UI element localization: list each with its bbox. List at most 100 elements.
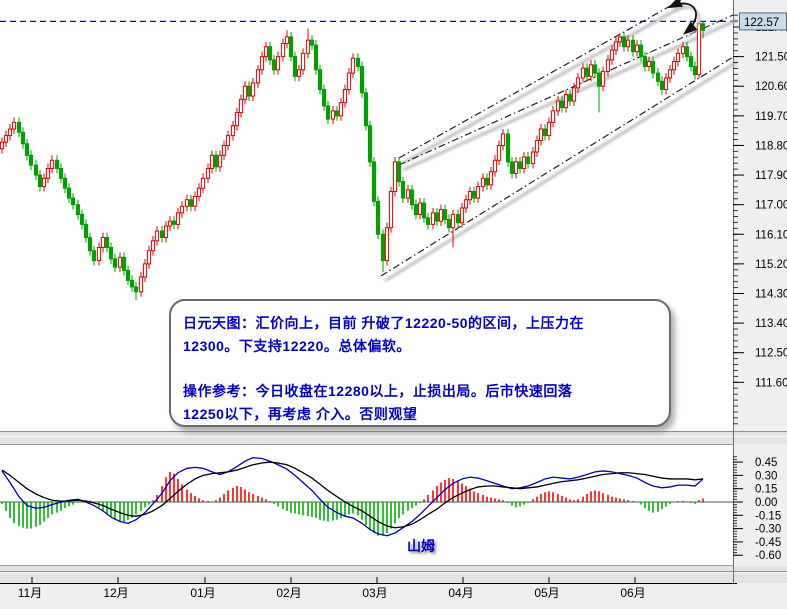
candle-body	[617, 36, 623, 43]
candle-body	[37, 174, 43, 188]
candle-body	[313, 44, 319, 71]
candle-body	[700, 23, 706, 31]
candle-body	[129, 279, 135, 288]
candle-body	[363, 92, 369, 127]
candle-body	[7, 128, 13, 137]
price-tick-label: 113.40	[755, 318, 787, 330]
note-line-1: 日元天图：汇价向上，目前 升破了12220-50的区间，上压力在	[183, 315, 585, 331]
candle-body	[184, 199, 190, 207]
candle-body	[242, 85, 248, 100]
axis-layer: 122.40121.50120.60119.70118.80117.90117.…	[0, 12, 787, 600]
candle-body	[663, 77, 669, 91]
price-tick-label: 119.70	[755, 111, 787, 123]
candle-body	[196, 187, 202, 197]
candle-body	[692, 65, 698, 76]
note-gap	[183, 358, 657, 380]
candle-body	[49, 159, 55, 169]
macd-indicator-panel[interactable]	[0, 456, 733, 537]
candle-body	[325, 105, 331, 120]
candle-body	[342, 89, 348, 104]
candle-body	[33, 164, 39, 176]
candle-body	[613, 41, 619, 51]
candle-body	[11, 121, 17, 130]
candle-body	[259, 56, 265, 71]
month-label: 12月	[103, 586, 128, 600]
candle-body	[205, 167, 211, 179]
macd-tick-label: -0.15	[755, 510, 781, 522]
candle-body	[142, 263, 148, 278]
macd-dif-line	[1, 456, 704, 537]
candle-body	[500, 133, 506, 146]
candle-body	[209, 154, 215, 169]
note-line-4: 12250以下，再考虑 介入。否则观望	[183, 406, 418, 422]
candle-body	[559, 100, 565, 109]
candle-body	[488, 171, 494, 186]
month-label: 02月	[276, 586, 301, 600]
month-label: 01月	[190, 586, 215, 600]
candle-body	[380, 233, 386, 262]
candle-body	[355, 57, 361, 67]
candle-body	[246, 85, 252, 97]
macd-dea-line	[1, 461, 704, 529]
candle-body	[542, 128, 548, 137]
candle-body	[596, 72, 602, 87]
candle-body	[58, 167, 64, 179]
candle-body	[671, 61, 677, 71]
candle-body	[584, 67, 590, 77]
price-tick-label: 111.60	[755, 377, 787, 389]
month-label: 11月	[18, 586, 42, 600]
candle-body	[154, 230, 160, 242]
candle-body	[221, 144, 227, 156]
candle-body	[575, 77, 581, 89]
candle-body	[459, 207, 465, 224]
candle-body	[16, 121, 22, 133]
note-line-2: 12300。下支持12220。总体偏软。	[183, 338, 411, 354]
candle-body	[121, 256, 127, 271]
candle-body	[538, 128, 544, 142]
candle-body	[62, 177, 68, 189]
candle-body	[496, 144, 502, 161]
candle-body	[659, 80, 665, 91]
candle-body	[396, 161, 402, 183]
candle-body	[600, 70, 606, 87]
price-tick-label: 120.60	[755, 81, 787, 93]
candle-body	[66, 187, 72, 199]
candle-body	[417, 202, 423, 216]
candle-body	[280, 42, 286, 58]
candle-body	[630, 39, 636, 53]
candle-body	[230, 125, 236, 137]
last-price-value: 122.57	[744, 17, 779, 29]
candle-body	[317, 69, 323, 91]
price-tick-label: 121.50	[755, 52, 787, 64]
candle-body	[592, 64, 598, 74]
candle-body	[530, 151, 536, 165]
candle-body	[571, 87, 577, 102]
candle-body	[117, 256, 123, 268]
trend-channel-line	[398, 0, 682, 159]
candle-body	[234, 112, 240, 127]
candle-body	[192, 195, 198, 207]
candle-body	[70, 197, 76, 206]
candle-body	[300, 52, 306, 71]
main-candle-panel[interactable]	[0, 0, 738, 301]
candle-body	[446, 218, 452, 229]
candle-body	[430, 212, 436, 225]
candle-body	[550, 110, 556, 123]
candle-body	[688, 56, 694, 67]
candle-body	[125, 269, 131, 281]
candle-body	[442, 209, 448, 220]
candle-body	[284, 36, 290, 44]
candle-body	[555, 100, 561, 112]
candle-body	[421, 202, 427, 219]
analysis-note-box[interactable]: 日元天图：汇价向上，目前 升破了12220-50的区间，上压力在 12300。下…	[169, 299, 671, 427]
candle-body	[188, 199, 194, 207]
candle-body	[150, 240, 156, 252]
candle-body	[580, 67, 586, 79]
candle-body	[271, 59, 277, 71]
candle-body	[375, 200, 381, 235]
candle-body	[546, 121, 552, 137]
candle-body	[159, 230, 165, 239]
candle-body	[263, 46, 269, 58]
candle-body	[20, 131, 26, 145]
candle-body	[238, 98, 244, 114]
